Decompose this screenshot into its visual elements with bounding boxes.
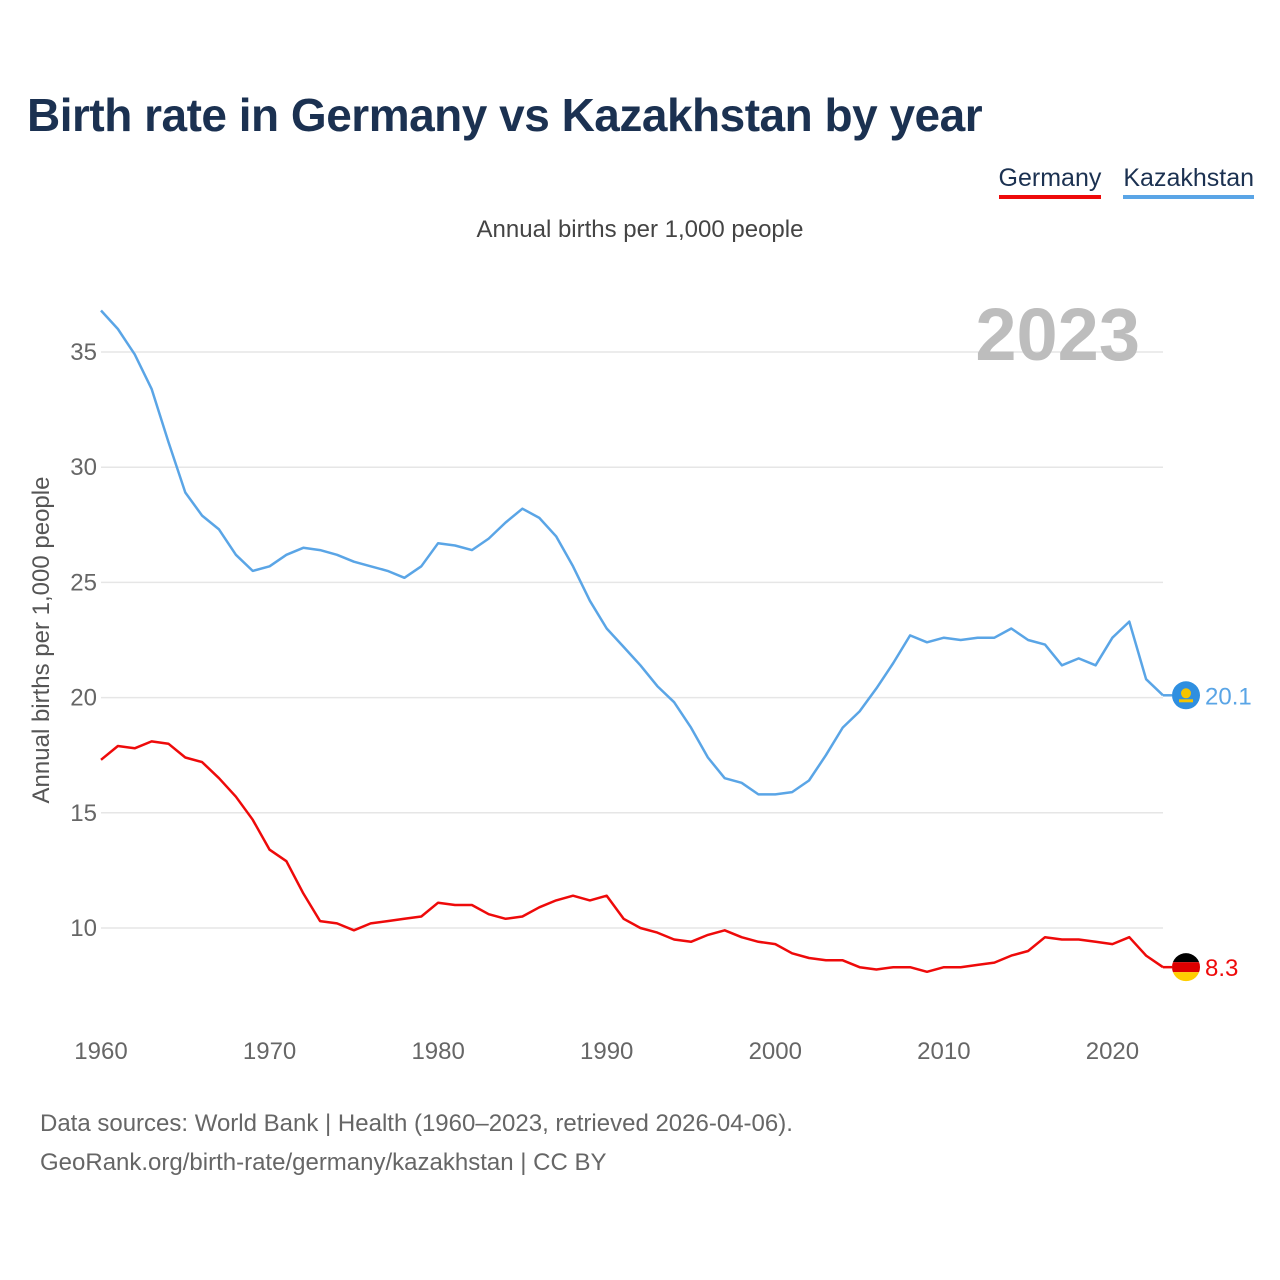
y-axis-ticks: 10 15 20 25 30 35 bbox=[70, 339, 97, 942]
x-tick-label: 1960 bbox=[74, 1038, 127, 1065]
x-tick-label: 2020 bbox=[1086, 1038, 1139, 1065]
footer-url[interactable]: GeoRank.org/birth-rate/germany/kazakhsta… bbox=[40, 1149, 607, 1176]
legend-item-germany[interactable]: Germany bbox=[998, 164, 1102, 199]
kazakhstan-end-label: 20.1 bbox=[1205, 683, 1252, 710]
legend: Germany Kazakhstan bbox=[998, 164, 1254, 199]
y-tick-label: 35 bbox=[70, 339, 97, 366]
chart-title: Birth rate in Germany vs Kazakhstan by y… bbox=[27, 89, 983, 141]
legend-item-kazakhstan[interactable]: Kazakhstan bbox=[1123, 164, 1254, 199]
x-tick-label: 1980 bbox=[411, 1038, 464, 1065]
y-tick-label: 30 bbox=[70, 454, 97, 481]
year-watermark: 2023 bbox=[975, 293, 1140, 376]
y-tick-label: 20 bbox=[70, 685, 97, 712]
kazakhstan-flag-icon bbox=[1172, 681, 1200, 710]
germany-flag-icon bbox=[1172, 953, 1200, 982]
x-tick-label: 2010 bbox=[917, 1038, 970, 1065]
gridlines bbox=[101, 351, 1163, 929]
series-line-kazakhstan bbox=[100, 309, 1164, 796]
x-tick-label: 1990 bbox=[580, 1038, 633, 1065]
y-tick-label: 10 bbox=[70, 915, 97, 942]
x-tick-label: 2000 bbox=[749, 1038, 802, 1065]
series-lines bbox=[100, 309, 1172, 974]
y-tick-label: 15 bbox=[70, 800, 97, 827]
chart-subtitle: Annual births per 1,000 people bbox=[476, 216, 804, 243]
germany-end-label: 8.3 bbox=[1205, 955, 1238, 982]
series-line-germany bbox=[100, 740, 1164, 974]
y-tick-label: 25 bbox=[70, 569, 97, 596]
footer: Data sources: World Bank | Health (1960–… bbox=[40, 1104, 793, 1182]
x-tick-label: 1970 bbox=[243, 1038, 296, 1065]
x-axis-ticks: 1960 1970 1980 1990 2000 2010 2020 bbox=[74, 1038, 1139, 1065]
footer-sources: Data sources: World Bank | Health (1960–… bbox=[40, 1110, 793, 1137]
